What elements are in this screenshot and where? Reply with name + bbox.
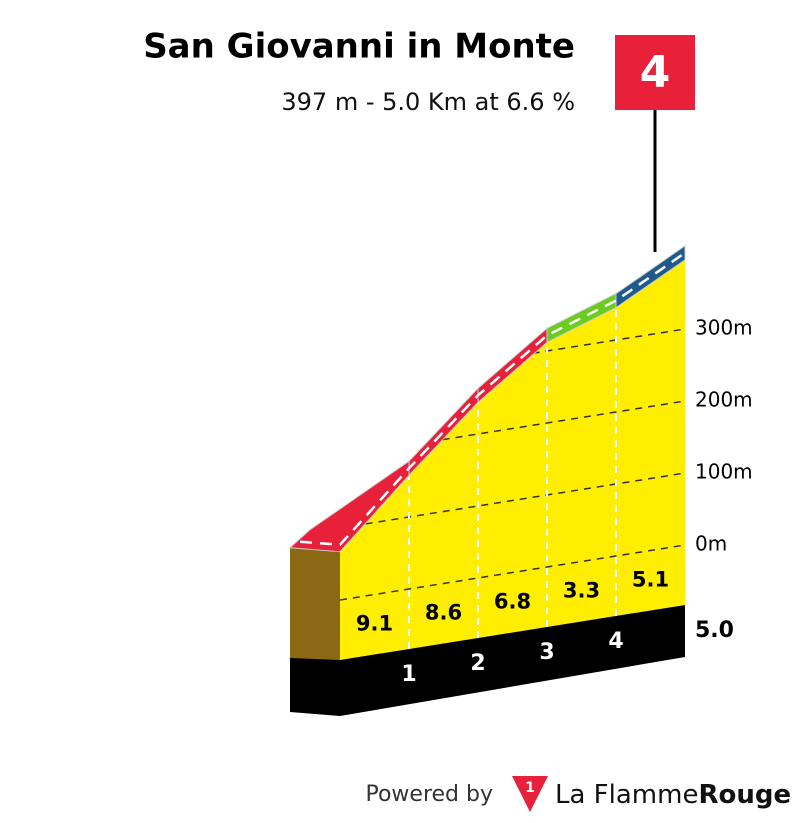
side-face — [290, 547, 340, 660]
brand-logo-mark: 1 — [525, 780, 535, 796]
plot: 0m 100m 200m 300m 1 2 3 4 5.0 9.1 8.6 6.8 3.3 5.1 — [288, 244, 753, 716]
brand-name-bold: Rouge — [698, 780, 791, 810]
chart-subtitle: 397 m - 5.0 Km at 6.6 % — [281, 88, 575, 116]
category-flag — [615, 35, 695, 110]
brand-name-light: La Flamme — [555, 780, 698, 810]
gradient-label: 8.6 — [425, 601, 462, 625]
brand-logo — [512, 776, 548, 812]
brand-name: La FlammeRouge — [555, 780, 791, 810]
x-tick-label: 1 — [401, 662, 416, 687]
y-tick-label: 300m — [695, 316, 753, 340]
profile-face — [340, 259, 685, 660]
gradient-label: 6.8 — [494, 590, 531, 614]
category-label: 4 — [640, 47, 671, 98]
gradient-label: 3.3 — [563, 579, 600, 603]
gradient-label: 9.1 — [356, 612, 393, 636]
grid-line — [340, 472, 685, 529]
y-tick-label: 200m — [695, 388, 753, 412]
y-tick-label: 0m — [695, 532, 727, 556]
center-line — [299, 251, 686, 547]
base-band — [290, 605, 685, 716]
grid-line — [340, 544, 685, 601]
profile-segment — [615, 244, 686, 309]
x-tick-label: 5.0 — [695, 618, 734, 643]
powered-by: Powered by — [365, 782, 493, 807]
y-tick-label: 100m — [695, 460, 753, 484]
chart-title: San Giovanni in Monte — [143, 27, 575, 67]
x-tick-label: 2 — [470, 651, 485, 676]
x-tick-label: 3 — [539, 640, 554, 665]
gradient-label: 5.1 — [632, 568, 669, 592]
x-tick-label: 4 — [608, 629, 623, 654]
